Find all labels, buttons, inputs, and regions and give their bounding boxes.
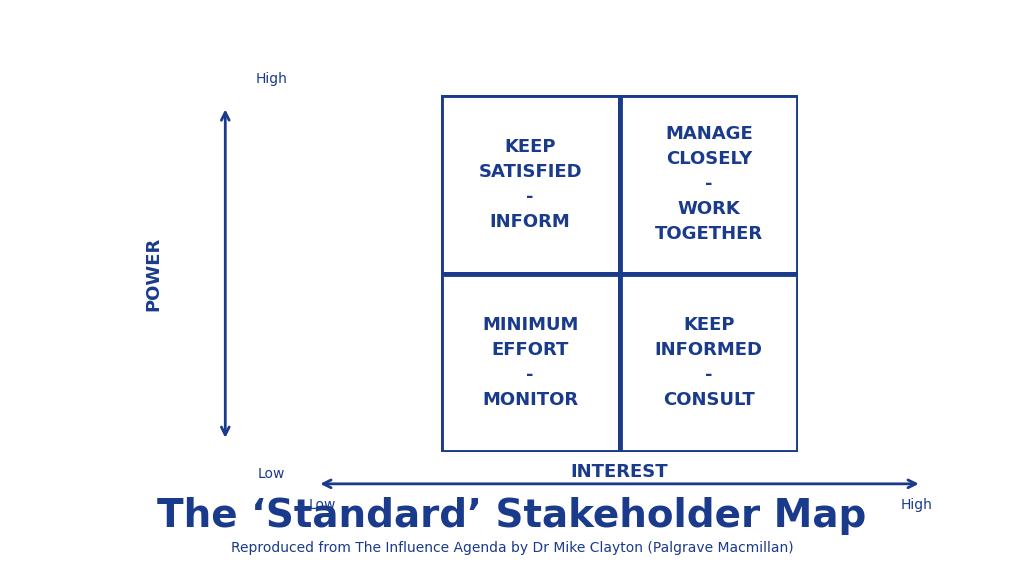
Text: INTEREST: INTEREST <box>570 463 669 481</box>
Bar <box>620 274 798 452</box>
Text: KEEP
SATISFIED
-
INFORM: KEEP SATISFIED - INFORM <box>478 138 582 231</box>
Text: MANAGE
CLOSELY
-
WORK
TOGETHER: MANAGE CLOSELY - WORK TOGETHER <box>654 126 763 243</box>
Text: Low: Low <box>309 498 336 512</box>
Text: The ‘Standard’ Stakeholder Map: The ‘Standard’ Stakeholder Map <box>158 497 866 535</box>
Text: MINIMUM
EFFORT
-
MONITOR: MINIMUM EFFORT - MONITOR <box>482 316 579 410</box>
Text: Low: Low <box>258 467 285 480</box>
Text: High: High <box>900 498 933 512</box>
Bar <box>441 274 620 452</box>
Bar <box>441 95 620 274</box>
Text: KEEP
INFORMED
-
CONSULT: KEEP INFORMED - CONSULT <box>654 316 763 410</box>
Text: Reproduced from The Influence Agenda by Dr Mike Clayton (Palgrave Macmillan): Reproduced from The Influence Agenda by … <box>230 541 794 555</box>
Bar <box>620 95 798 274</box>
Text: POWER: POWER <box>144 237 163 310</box>
Text: High: High <box>255 73 288 86</box>
